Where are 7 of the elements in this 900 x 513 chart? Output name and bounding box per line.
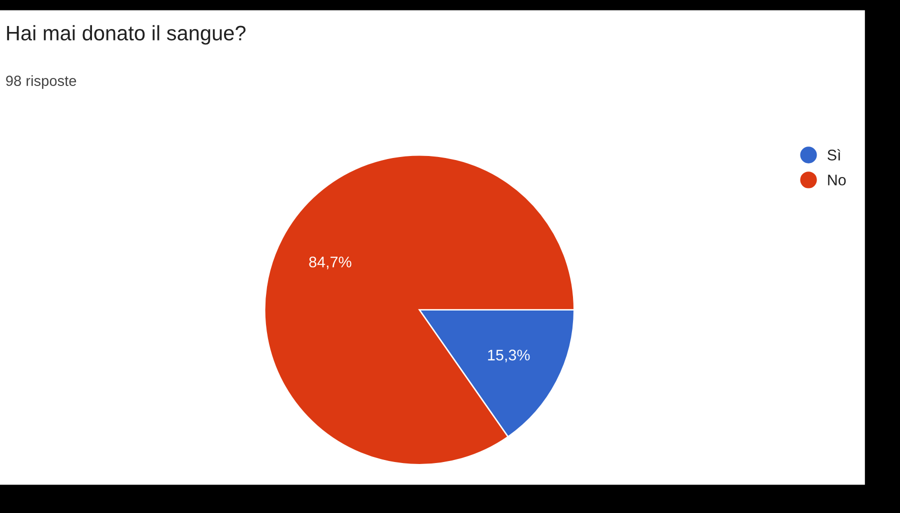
legend-label: No xyxy=(828,174,846,186)
data-label: 84,7% xyxy=(309,256,352,270)
pie-slice xyxy=(264,154,575,466)
chart-title: Hai mai donato il sangue? xyxy=(7,25,246,45)
data-label: 15,3% xyxy=(488,350,530,362)
text: 98 risposte xyxy=(6,75,76,89)
legend-label: Sì xyxy=(828,149,840,160)
